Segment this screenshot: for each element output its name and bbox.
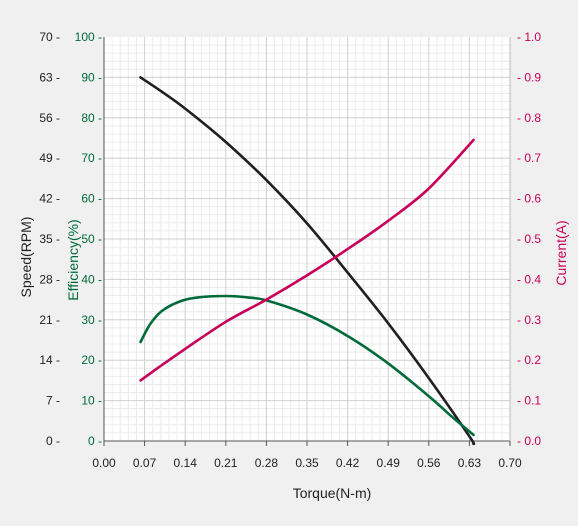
x-tick-label: 0.56 <box>417 456 441 470</box>
efficiency-tick-label: 20 - <box>81 353 102 367</box>
speed-tick-label: 21 - <box>39 313 60 327</box>
speed-tick-label: 63 - <box>39 70 60 84</box>
efficiency-tick-label: 100 - <box>75 30 102 44</box>
x-tick-label: 0.00 <box>92 456 116 470</box>
current-tick-label: - 0.4 <box>517 272 541 286</box>
efficiency-tick-label: 90 - <box>81 70 102 84</box>
current-series-line <box>139 138 475 382</box>
efficiency-tick-label: 30 - <box>81 313 102 327</box>
current-tick-label: - 0.1 <box>517 394 541 408</box>
current-tick-label: - 0.9 <box>517 70 541 84</box>
x-tick-label: 0.49 <box>377 456 401 470</box>
current-tick-label: - 0.6 <box>517 192 541 206</box>
x-tick-label: 0.28 <box>255 456 279 470</box>
current-tick-label: - 0.0 <box>517 434 541 448</box>
efficiency-series-line <box>139 294 475 437</box>
current-tick-label: - 0.2 <box>517 353 541 367</box>
speed-tick-label: 7 - <box>46 394 60 408</box>
efficiency-tick-label: 80 - <box>81 111 102 125</box>
speed-tick-label: 14 - <box>39 353 60 367</box>
current-tick-label: - 1.0 <box>517 30 541 44</box>
efficiency-tick-label: 50 - <box>81 232 102 246</box>
current-tick-label: - 0.5 <box>517 232 541 246</box>
current-tick-label: - 0.3 <box>517 313 541 327</box>
efficiency-tick-label: 40 - <box>81 272 102 286</box>
series-lines <box>139 76 476 446</box>
speed-tick-label: 56 - <box>39 111 60 125</box>
x-axis-label: Torque(N-m) <box>293 485 372 501</box>
efficiency-tick-label: 60 - <box>81 192 102 206</box>
efficiency-tick-label: 10 - <box>81 394 102 408</box>
efficiency-tick-label: 0 - <box>88 434 102 448</box>
speed-series-line <box>139 76 476 446</box>
speed-axis-label: Speed(RPM) <box>18 217 34 298</box>
x-tick-label: 0.07 <box>133 456 157 470</box>
efficiency-axis-label: Efficiency(%) <box>65 219 81 300</box>
current-tick-label: - 0.8 <box>517 111 541 125</box>
current-tick-label: - 0.7 <box>517 151 541 165</box>
speed-tick-label: 28 - <box>39 272 60 286</box>
x-tick-label: 0.35 <box>295 456 319 470</box>
speed-tick-label: 0 - <box>46 434 60 448</box>
grid-major <box>104 37 510 441</box>
speed-tick-label: 70 - <box>39 30 60 44</box>
speed-tick-label: 42 - <box>39 192 60 206</box>
speed-tick-label: 49 - <box>39 151 60 165</box>
current-axis-label: Current(A) <box>553 220 569 285</box>
efficiency-tick-label: 70 - <box>81 151 102 165</box>
x-tick-label: 0.21 <box>214 456 238 470</box>
x-tick-label: 0.42 <box>336 456 360 470</box>
speed-tick-label: 35 - <box>39 232 60 246</box>
axes: 0.00 0.07 0.14 0.21 0.28 0.35 0.42 0.49 0.56 0.63… <box>39 30 541 470</box>
x-tick-label: 0.70 <box>498 456 522 470</box>
x-tick-label: 0.63 <box>458 456 482 470</box>
x-tick-label: 0.14 <box>174 456 198 470</box>
